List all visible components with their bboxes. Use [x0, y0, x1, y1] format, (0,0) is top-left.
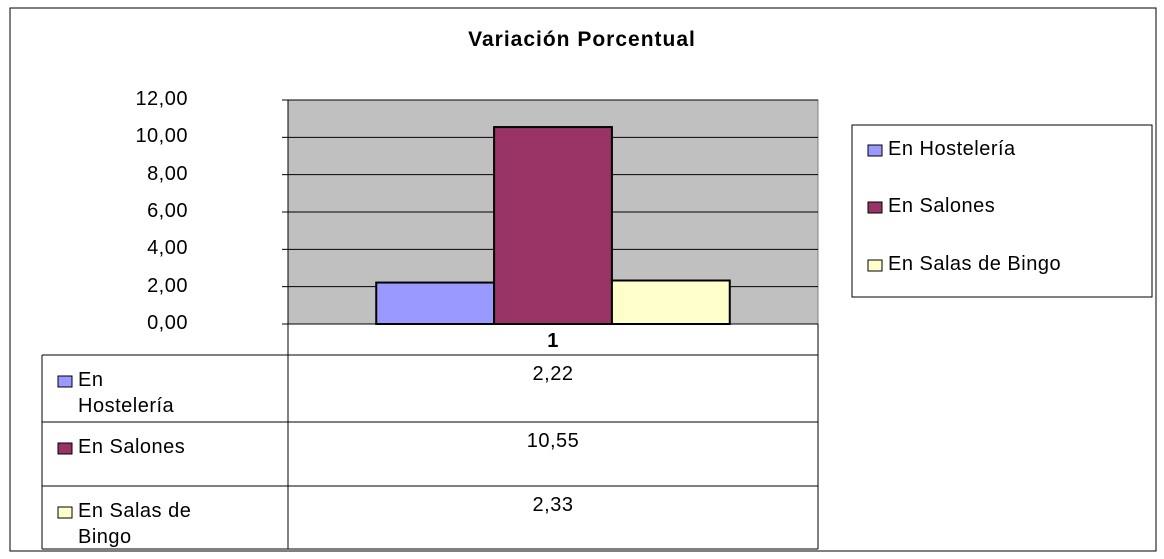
legend-swatch [867, 201, 883, 214]
chart-title: Variación Porcentual [468, 28, 696, 51]
table-series-name: En Salones [78, 436, 186, 458]
bar [493, 126, 613, 325]
legend-swatch [867, 144, 883, 157]
legend-swatch [867, 259, 883, 272]
y-tick-label: 6,00 [147, 200, 188, 222]
table-value: 2,33 [532, 494, 574, 516]
table-value: 2,22 [532, 363, 574, 385]
y-tick-label: 8,00 [147, 162, 188, 185]
table-swatch [57, 375, 73, 388]
y-tick-label: 12,00 [135, 88, 188, 110]
table-swatch [57, 506, 73, 519]
table-swatch [57, 442, 73, 455]
y-tick-label: 0,00 [147, 312, 188, 334]
legend-label: En Salones [888, 195, 996, 217]
legend-label: En Salas de Bingo [888, 253, 1062, 275]
y-tick-label: 2,00 [147, 274, 188, 297]
y-tick-label: 4,00 [147, 237, 188, 260]
legend-label: En Hostelería [888, 138, 1016, 160]
table-series-name: En Salas de Bingo [78, 500, 192, 548]
x-tick-label: 1 [547, 330, 559, 352]
bar [375, 281, 496, 325]
bar [610, 279, 731, 325]
table-series-name: En Hostelería [78, 369, 175, 417]
y-tick-label: 10,00 [135, 125, 188, 148]
table-value: 10,55 [526, 430, 580, 452]
legend-box [851, 124, 1153, 298]
